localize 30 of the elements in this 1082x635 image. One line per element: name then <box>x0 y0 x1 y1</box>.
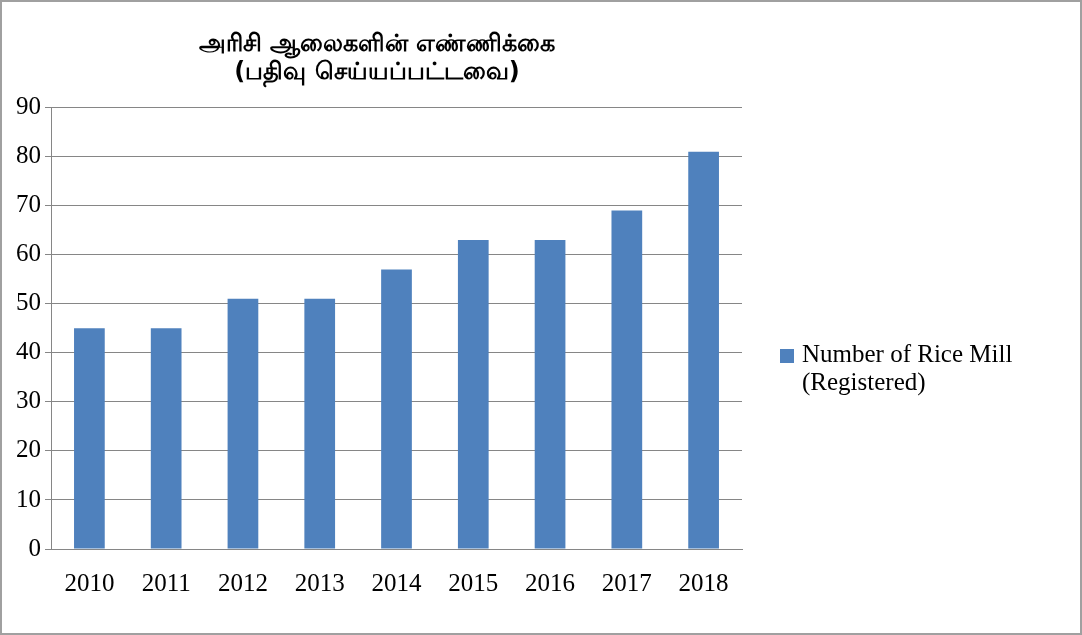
bar <box>688 151 719 549</box>
bar <box>611 210 643 549</box>
y-tick-label: 40 <box>16 337 41 365</box>
y-tick-label: 90 <box>16 92 41 120</box>
bar <box>74 328 105 549</box>
x-tick-label: 2013 <box>294 568 345 596</box>
x-tick-label: 2014 <box>371 568 422 596</box>
y-tick-label: 50 <box>16 288 41 316</box>
y-tick-label: 20 <box>16 435 41 463</box>
x-tick-label: 2010 <box>64 568 115 596</box>
bar <box>227 298 259 549</box>
bar <box>534 240 566 549</box>
x-tick-label: 2011 <box>141 568 191 596</box>
x-tick-label: 2016 <box>525 568 576 596</box>
x-tick-label: 2018 <box>678 568 729 596</box>
bar <box>150 328 182 549</box>
y-tick-label: 60 <box>16 239 41 267</box>
y-tick-label: 0 <box>28 533 41 561</box>
legend-label: Number of Rice Mill (Registered) <box>802 340 1014 396</box>
x-tick-label: 2012 <box>217 568 268 596</box>
bar <box>381 269 412 549</box>
y-tick-label: 10 <box>16 484 41 512</box>
y-tick-label: 30 <box>16 386 41 414</box>
bar <box>457 240 489 549</box>
x-tick-label: 2015 <box>448 568 499 596</box>
x-tick-label: 2017 <box>601 568 652 596</box>
y-tick-label: 80 <box>16 141 41 169</box>
chart-title: அரிசி ஆலைகளின் எண்ணிக்கை (பதிவு செய்யப்பட்டவை) <box>198 28 556 89</box>
bar <box>304 298 336 549</box>
y-tick-label: 70 <box>16 190 41 218</box>
